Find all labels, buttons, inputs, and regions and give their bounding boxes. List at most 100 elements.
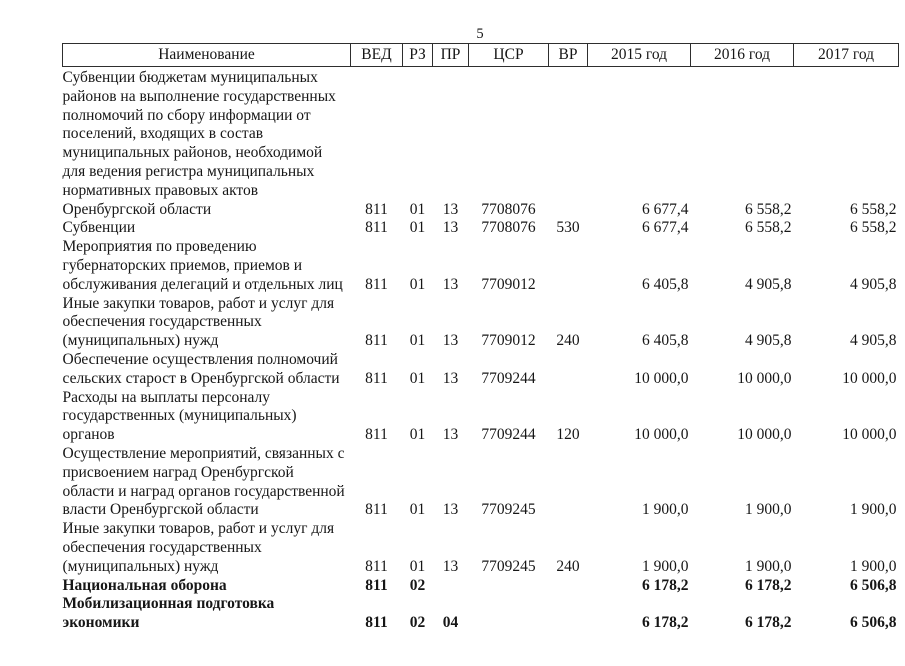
table-row: Субвенции 811 01 13 7708076 530 6 677,4 6 558,2… bbox=[63, 219, 899, 238]
row-name-line: для ведения регистра муниципальных bbox=[62, 162, 315, 180]
cell-csr: 7709012 bbox=[481, 332, 536, 350]
cell-csr: 7709245 bbox=[481, 501, 536, 519]
cell-y2016: 1 900,0 bbox=[745, 557, 792, 575]
cell-rz: 01 bbox=[409, 426, 426, 444]
row-name-line: поселений, входящих в состав bbox=[62, 125, 264, 143]
row-name-line: Оренбургской области bbox=[62, 200, 212, 218]
cell-pr bbox=[433, 577, 469, 596]
cell-y2015: 6 677,4 bbox=[642, 219, 689, 237]
row-name: Субвенции bbox=[63, 219, 351, 238]
header-name: Наименование bbox=[62, 43, 351, 67]
row-name-line: Национальная оборона bbox=[62, 576, 227, 594]
row-name-line: обслуживания делегаций и отдельных лиц bbox=[62, 275, 343, 293]
cell-pr: 13 bbox=[442, 275, 459, 293]
row-name: Субвенции бюджетам муниципальных районов … bbox=[63, 67, 351, 220]
cell-y2017: 1 900,0 bbox=[850, 501, 897, 519]
cell-vr: 120 bbox=[556, 426, 580, 444]
cell-pr: 13 bbox=[442, 426, 459, 444]
row-name: Мероприятия по проведению губернаторских … bbox=[63, 238, 351, 294]
cell-rz: 01 bbox=[409, 219, 426, 237]
row-name-line: Субвенции bbox=[62, 219, 136, 237]
header-2017: 2017 год bbox=[793, 43, 899, 67]
row-name-line: власти Оренбургской области bbox=[62, 501, 259, 519]
cell-y2017: 6 558,2 bbox=[850, 200, 897, 218]
cell-ved: 811 bbox=[365, 576, 388, 594]
table-row: Субвенции бюджетам муниципальных районов … bbox=[63, 67, 899, 220]
header-pr: ПР bbox=[432, 43, 469, 67]
row-name-line: (муниципальных) нужд bbox=[62, 557, 219, 575]
row-name-line: муниципальных районов, необходимой bbox=[62, 144, 323, 162]
cell-y2015: 10 000,0 bbox=[634, 369, 689, 387]
table-row: Осуществление мероприятий, связанных с пр… bbox=[63, 445, 899, 520]
row-name: Национальная оборона bbox=[63, 577, 351, 596]
cell-ved: 811 bbox=[365, 332, 388, 350]
cell-y2017: 6 558,2 bbox=[850, 219, 897, 237]
cell-csr: 7709012 bbox=[481, 275, 536, 293]
row-name-line: Иные закупки товаров, работ и услуг для bbox=[62, 294, 335, 312]
row-name-line: Осуществление мероприятий, связанных с bbox=[62, 444, 345, 462]
row-name-line: районов на выполнение государственных bbox=[62, 87, 336, 105]
cell-y2016: 10 000,0 bbox=[737, 369, 792, 387]
cell-ved: 811 bbox=[365, 426, 388, 444]
cell-ved: 811 bbox=[365, 557, 388, 575]
cell-y2017: 1 900,0 bbox=[850, 557, 897, 575]
row-name-line: органов bbox=[62, 426, 115, 444]
row-name-line: обеспечения государственных bbox=[62, 313, 262, 331]
cell-ved: 811 bbox=[365, 501, 388, 519]
table-row: Иные закупки товаров, работ и услуг для о… bbox=[63, 295, 899, 351]
cell-csr bbox=[469, 595, 549, 633]
cell-vr bbox=[549, 351, 588, 389]
row-name-line: Мероприятия по проведению bbox=[62, 238, 257, 256]
row-name-line: области и наград органов государственной bbox=[62, 482, 345, 500]
cell-y2015: 6 677,4 bbox=[642, 200, 689, 218]
page-number: 5 bbox=[476, 26, 484, 42]
cell-pr: 13 bbox=[442, 200, 459, 218]
document-page: 5 Наименование ВЕД РЗ ПР ЦСР ВР 2015 год… bbox=[0, 26, 905, 633]
cell-vr: 530 bbox=[556, 219, 580, 237]
header-row: Наименование ВЕД РЗ ПР ЦСР ВР 2015 год 2… bbox=[62, 43, 899, 67]
cell-rz: 01 bbox=[409, 557, 426, 575]
row-name-line: Мобилизационная подготовка bbox=[62, 595, 275, 613]
cell-ved: 811 bbox=[365, 275, 388, 293]
cell-y2016: 6 178,2 bbox=[745, 614, 792, 632]
cell-ved: 811 bbox=[365, 200, 388, 218]
cell-y2015: 6 405,8 bbox=[642, 332, 689, 350]
header-ved: ВЕД bbox=[350, 43, 403, 67]
row-name: Иные закупки товаров, работ и услуг для о… bbox=[63, 520, 351, 576]
row-name-line: Иные закупки товаров, работ и услуг для bbox=[62, 520, 335, 538]
header-2015: 2015 год bbox=[587, 43, 691, 67]
row-name-line: губернаторских приемов, приемов и bbox=[62, 256, 303, 274]
cell-csr: 7709244 bbox=[481, 369, 536, 387]
cell-y2016: 6 558,2 bbox=[745, 219, 792, 237]
table-row: Мобилизационная подготовка экономики 811 02… bbox=[63, 595, 899, 633]
header-2016: 2016 год bbox=[690, 43, 794, 67]
cell-ved: 811 bbox=[365, 614, 388, 632]
cell-pr: 13 bbox=[442, 332, 459, 350]
cell-vr bbox=[549, 445, 588, 520]
cell-vr: 240 bbox=[556, 557, 580, 575]
cell-ved: 811 bbox=[365, 369, 388, 387]
cell-rz: 02 bbox=[409, 576, 426, 594]
cell-y2016: 6 558,2 bbox=[745, 200, 792, 218]
cell-csr bbox=[469, 577, 549, 596]
cell-y2015: 1 900,0 bbox=[642, 501, 689, 519]
cell-y2015: 6 405,8 bbox=[642, 275, 689, 293]
row-name-line: нормативных правовых актов bbox=[62, 181, 259, 199]
row-name-line: Субвенции бюджетам муниципальных bbox=[62, 69, 318, 86]
cell-csr: 7708076 bbox=[481, 200, 536, 218]
cell-y2016: 1 900,0 bbox=[745, 501, 792, 519]
row-name-line: экономики bbox=[62, 614, 140, 632]
cell-rz: 01 bbox=[409, 275, 426, 293]
cell-y2015: 1 900,0 bbox=[642, 557, 689, 575]
cell-csr: 7709244 bbox=[481, 426, 536, 444]
cell-y2016: 4 905,8 bbox=[745, 275, 792, 293]
cell-y2017: 10 000,0 bbox=[842, 369, 897, 387]
cell-rz: 01 bbox=[409, 369, 426, 387]
row-name-line: Обеспечение осуществления полномочий bbox=[62, 350, 338, 368]
cell-csr: 7708076 bbox=[481, 219, 536, 237]
row-name-line: присвоением наград Оренбургской bbox=[62, 463, 294, 481]
cell-y2017: 4 905,8 bbox=[850, 332, 897, 350]
cell-y2016: 6 178,2 bbox=[745, 576, 792, 594]
table-row: Обеспечение осуществления полномочий сель… bbox=[63, 351, 899, 389]
header-rz: РЗ bbox=[402, 43, 433, 67]
